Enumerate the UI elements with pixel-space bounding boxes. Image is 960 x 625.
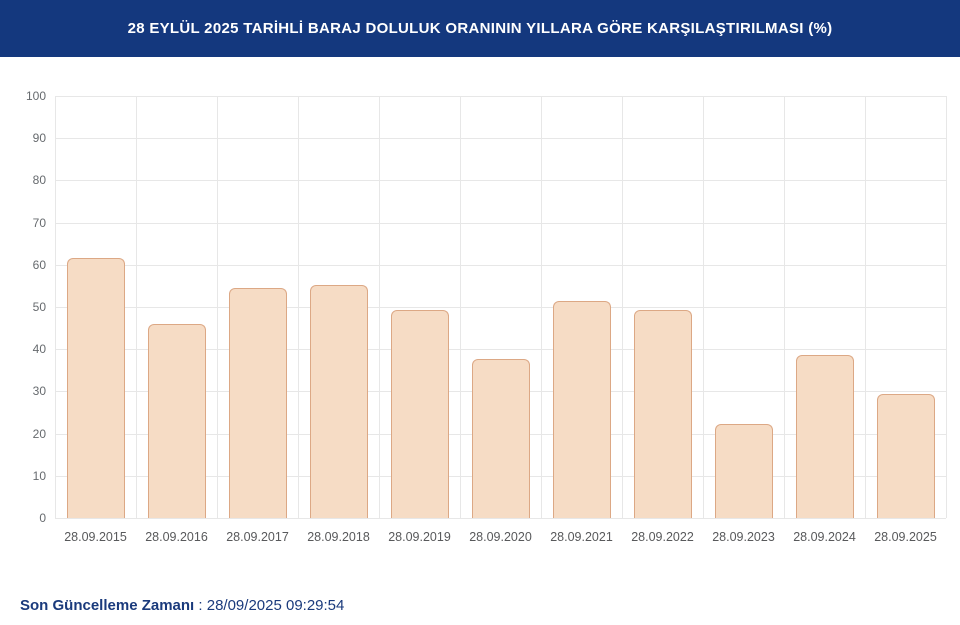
gridline-h [55, 222, 946, 224]
plot-area [55, 96, 947, 519]
last-update-value: 28/09/2025 09:29:54 [206, 597, 345, 614]
y-tick-label: 60 [32, 257, 46, 272]
gridline-v [55, 96, 56, 518]
x-tick-label: 28.09.2015 [64, 530, 127, 544]
last-update: Son Güncelleme Zamanı : 28/09/2025 09:29… [20, 597, 344, 614]
gridline-h [55, 349, 946, 351]
x-tick-label: 28.09.2024 [793, 530, 856, 544]
gridline-v [460, 96, 461, 518]
gridline-v [298, 96, 299, 518]
bar-chart: 0 10 20 30 40 50 60 70 80 90 100 28.09.2015 28.09.2… [0, 57, 960, 560]
bar-28.09.2020[interactable] [471, 359, 530, 518]
y-tick-label: 40 [32, 342, 46, 357]
y-tick-label: 10 [32, 468, 46, 483]
gridline-h [55, 518, 946, 519]
gridline-h [55, 138, 946, 140]
x-tick-label: 28.09.2023 [712, 530, 775, 544]
gridline-h [55, 180, 946, 182]
title-bar: 28 EYLÜL 2025 TARİHLİ BARAJ DOLULUK ORAN… [0, 0, 960, 57]
bar-28.09.2015[interactable] [66, 258, 125, 518]
bar-28.09.2018[interactable] [309, 285, 368, 518]
gridline-h [55, 307, 946, 308]
bar-28.09.2021[interactable] [552, 301, 611, 518]
bar-28.09.2022[interactable] [633, 310, 692, 518]
bar-28.09.2023[interactable] [714, 424, 773, 518]
x-tick-label: 28.09.2020 [469, 530, 532, 544]
gridline-h [55, 264, 946, 266]
y-tick-label: 80 [32, 173, 46, 188]
gridline-v [541, 96, 542, 518]
gridline-v [865, 96, 866, 518]
y-tick-label: 70 [32, 215, 46, 230]
x-tick-label: 28.09.2025 [874, 530, 937, 544]
x-tick-label: 28.09.2021 [550, 530, 613, 544]
y-tick-label: 50 [32, 300, 46, 314]
x-tick-label: 28.09.2016 [145, 530, 208, 544]
gridline-v [622, 96, 623, 518]
gridline-v [379, 96, 380, 518]
gridline-v [703, 96, 704, 518]
last-update-label: Son Güncelleme Zamanı [20, 597, 195, 614]
page-title: 28 EYLÜL 2025 TARİHLİ BARAJ DOLULUK ORAN… [127, 20, 833, 37]
bar-28.09.2017[interactable] [228, 288, 287, 518]
y-tick-label: 30 [32, 384, 46, 399]
last-update-separator: : [194, 597, 207, 614]
gridline-v [136, 96, 137, 518]
y-tick-label: 90 [32, 131, 46, 146]
y-tick-label: 100 [25, 89, 46, 103]
bar-28.09.2025[interactable] [876, 394, 935, 518]
x-tick-label: 28.09.2019 [388, 530, 451, 544]
gridline-v [784, 96, 785, 518]
gridline-v [217, 96, 218, 518]
bar-28.09.2024[interactable] [795, 355, 854, 518]
x-tick-label: 28.09.2017 [226, 530, 289, 544]
x-tick-label: 28.09.2022 [631, 530, 694, 544]
bar-28.09.2019[interactable] [390, 310, 449, 518]
bar-28.09.2016[interactable] [147, 324, 206, 518]
y-tick-label: 20 [32, 426, 46, 441]
y-tick-label: 0 [39, 511, 46, 525]
gridline-h [55, 96, 946, 97]
x-tick-label: 28.09.2018 [307, 530, 370, 544]
gridline-v [946, 96, 947, 518]
